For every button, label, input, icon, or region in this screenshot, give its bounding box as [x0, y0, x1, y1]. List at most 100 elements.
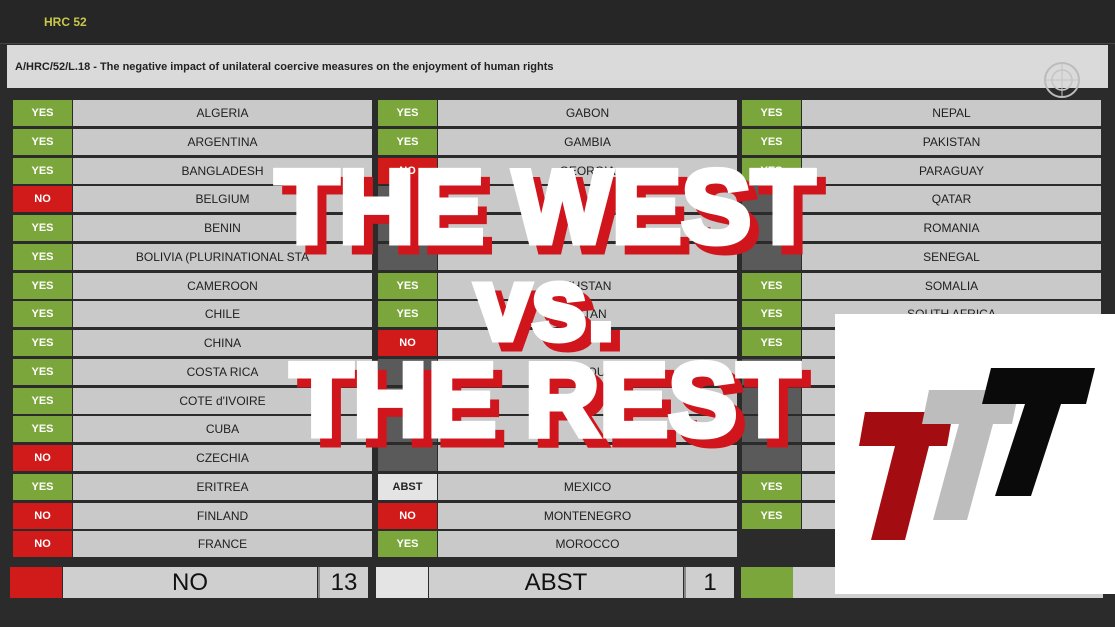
vote-box	[742, 387, 801, 414]
country-name: NEPAL	[802, 100, 1101, 126]
vote-box	[742, 186, 801, 213]
country-name	[438, 416, 737, 443]
vote-box: YES	[742, 157, 801, 184]
country-name: BENIN	[73, 215, 372, 241]
country-name: SENEGAL	[802, 243, 1101, 270]
country-name	[438, 445, 737, 471]
total-label: ABST	[429, 567, 683, 598]
vote-box: YES	[742, 128, 801, 155]
country-name: GAMBIA	[438, 128, 737, 155]
vote-box: YES	[742, 330, 801, 356]
vote-box: ABST	[378, 473, 437, 500]
country-name	[438, 243, 737, 270]
vote-box: YES	[378, 100, 437, 126]
vote-box	[742, 243, 801, 270]
total-count: 13	[318, 567, 368, 598]
vote-box	[378, 215, 437, 241]
country-name: PARAGUAY	[802, 157, 1101, 184]
vote-box	[742, 215, 801, 241]
country-name: BANGLADESH	[73, 157, 372, 184]
vote-box: NO	[13, 186, 72, 213]
vote-box: YES	[378, 272, 437, 299]
country-name: ARGENTINA	[73, 128, 372, 155]
country-name	[438, 186, 737, 213]
vote-box	[378, 186, 437, 213]
vote-box: YES	[13, 157, 72, 184]
total-box	[376, 567, 428, 598]
country-name: MOROCCO	[438, 531, 737, 558]
overlay-text: vs.	[475, 246, 615, 362]
country-name: COSTA RICA	[73, 358, 372, 385]
country-name: ZSTAN	[438, 301, 737, 328]
vote-box	[378, 416, 437, 443]
country-name: ROMANIA	[802, 215, 1101, 241]
vote-box	[378, 387, 437, 414]
country-name: GEORGIA	[438, 157, 737, 184]
vote-box: NO	[13, 502, 72, 529]
country-name: CAMEROON	[73, 272, 372, 299]
vote-box: NO	[13, 445, 72, 471]
logo	[835, 314, 1115, 594]
title-bar: A/HRC/52/L.18 - The negative impact of u…	[7, 45, 1108, 98]
vote-box: YES	[13, 100, 72, 126]
country-name: ERITREA	[73, 473, 372, 500]
country-name: MONTENEGRO	[438, 502, 737, 529]
vote-box: YES	[13, 387, 72, 414]
vote-box: YES	[13, 215, 72, 241]
vote-box: YES	[378, 301, 437, 328]
vote-box: YES	[13, 243, 72, 270]
country-name	[438, 330, 737, 356]
vote-box: YES	[742, 100, 801, 126]
country-name	[438, 387, 737, 414]
overlay-text: THE WEST	[275, 149, 815, 265]
vote-box: YES	[742, 473, 801, 500]
total-label: NO	[63, 567, 317, 598]
yes-total-box	[741, 567, 793, 598]
country-name: CZECHIA	[73, 445, 372, 471]
total-box	[10, 567, 62, 598]
vote-box: NO	[13, 531, 72, 558]
country-name: FRANCE	[73, 531, 372, 558]
vote-box: NO	[378, 502, 437, 529]
vote-box: YES	[13, 473, 72, 500]
vote-box	[378, 358, 437, 385]
overlay-shadow: vs.	[484, 255, 624, 371]
country-name: CUBA	[73, 416, 372, 443]
vote-box: YES	[13, 128, 72, 155]
country-name: FINLAND	[73, 502, 372, 529]
vote-box: YES	[742, 272, 801, 299]
vote-box	[742, 358, 801, 385]
resolution: A/HRC/52/L.18 - The negative impact of u…	[15, 61, 554, 73]
vote-box: YES	[13, 330, 72, 356]
vote-box: YES	[13, 272, 72, 299]
country-name: BOLIVIA (PLURINATIONAL STA	[73, 243, 372, 270]
country-name: SOMALIA	[802, 272, 1101, 299]
vote-box: NO	[378, 157, 437, 184]
session: HRC 52	[44, 15, 87, 29]
vote-box: YES	[742, 301, 801, 328]
country-name: ALGERIA	[73, 100, 372, 126]
country-name: KHSTAN	[438, 272, 737, 299]
vote-box: YES	[378, 531, 437, 558]
country-name: MEXICO	[438, 473, 737, 500]
country-name	[438, 215, 737, 241]
country-name: BELGIUM	[73, 186, 372, 213]
vote-box: YES	[13, 358, 72, 385]
total-count: 1	[684, 567, 734, 598]
country-name: COTE d'IVOIRE	[73, 387, 372, 414]
vote-box: YES	[742, 502, 801, 529]
vote-box	[378, 243, 437, 270]
vote-box: YES	[13, 416, 72, 443]
vote-box: YES	[13, 301, 72, 328]
vote-box: YES	[378, 128, 437, 155]
header-bar: HRC 52	[0, 0, 1115, 44]
vote-box	[742, 445, 801, 471]
country-name: QATAR	[802, 186, 1101, 213]
country-name: GABON	[438, 100, 737, 126]
country-name: CHILE	[73, 301, 372, 328]
overlay-shadow: THE REST	[299, 351, 809, 467]
country-name: MBOU	[438, 358, 737, 385]
vote-box	[742, 416, 801, 443]
country-name: PAKISTAN	[802, 128, 1101, 155]
